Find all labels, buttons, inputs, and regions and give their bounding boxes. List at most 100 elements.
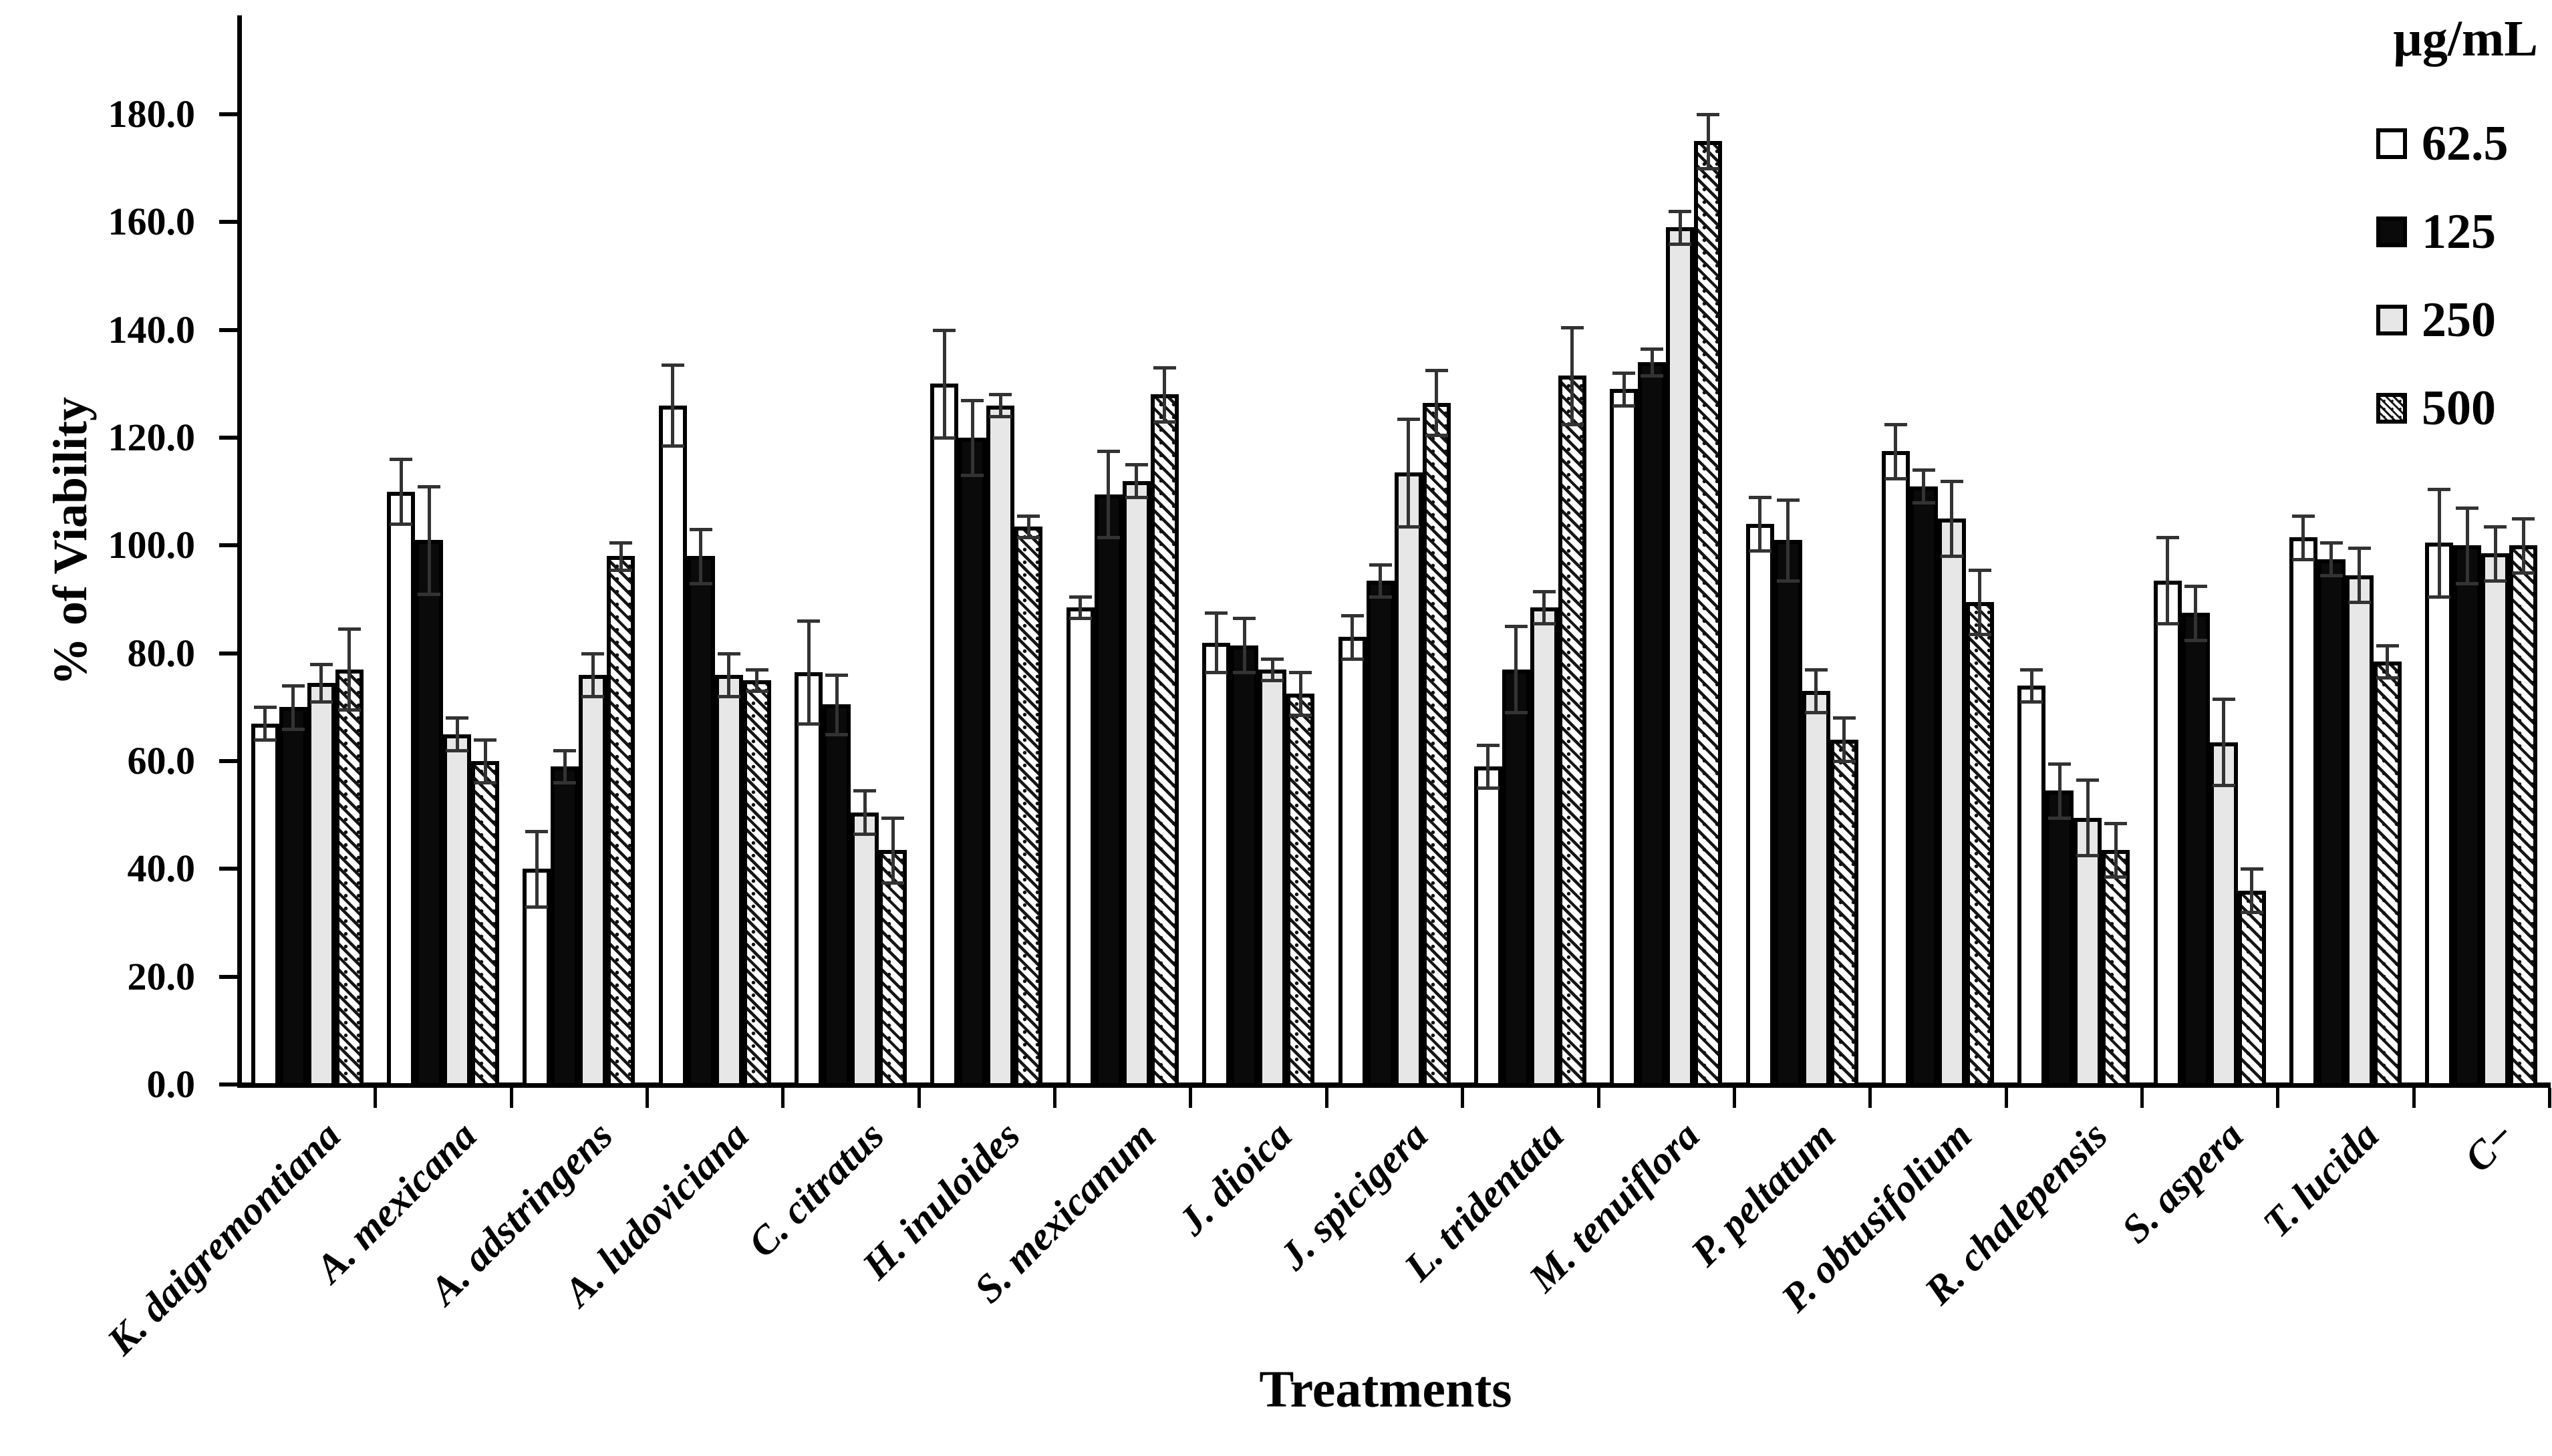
error-bar-line — [863, 790, 867, 834]
error-bar-line — [483, 739, 487, 783]
error-bar-line — [1379, 564, 1382, 597]
error-bar-cap-top — [881, 816, 905, 820]
legend-item-250: 250 — [2376, 295, 2496, 345]
y-axis-tick-label: 120.0 — [108, 416, 196, 459]
bar — [930, 384, 959, 1087]
error-bar-cap-bottom — [2212, 784, 2235, 788]
error-bar-cap-bottom — [745, 690, 768, 694]
bar — [1473, 766, 1502, 1087]
bar — [1422, 402, 1451, 1087]
legend-item-62-5: 62.5 — [2376, 119, 2509, 168]
x-axis-tick — [2140, 1088, 2144, 1108]
error-bar-line — [1214, 613, 1218, 672]
bar — [1937, 519, 1966, 1087]
error-bar-line — [1650, 348, 1654, 376]
x-category-label-text: C− — [2456, 1113, 2523, 1181]
bar — [879, 850, 907, 1087]
error-bar-cap-top — [337, 627, 361, 631]
bar — [823, 704, 851, 1087]
error-bar-cap-bottom — [2428, 595, 2451, 599]
error-bar-cap-top — [1641, 347, 1664, 351]
bar — [2425, 543, 2454, 1087]
error-bar-cap-bottom — [2456, 581, 2479, 585]
y-axis-tick — [219, 759, 239, 763]
bar — [471, 761, 500, 1087]
error-bar-cap-bottom — [1289, 714, 1312, 718]
error-bar-cap-top — [989, 393, 1012, 397]
bar — [251, 723, 279, 1087]
bar — [443, 734, 472, 1087]
error-bar-cap-bottom — [609, 568, 633, 572]
error-bar-cap-top — [1097, 450, 1120, 454]
bar — [307, 683, 335, 1087]
error-bar-cap-bottom — [1504, 711, 1528, 715]
x-category-label-text: K. daigremontiana — [98, 1113, 349, 1364]
error-bar-cap-top — [1669, 210, 1692, 214]
bar — [1638, 362, 1667, 1087]
y-axis-tick — [219, 543, 239, 548]
bar — [1014, 527, 1043, 1087]
error-bar-cap-top — [1612, 372, 1636, 376]
y-axis-tick — [219, 651, 239, 656]
error-bar-cap-bottom — [961, 474, 984, 478]
error-bar-cap-bottom — [1069, 617, 1092, 621]
error-bar-line — [942, 329, 946, 438]
error-bar-line — [891, 817, 895, 883]
error-bar-line — [1978, 569, 1982, 635]
error-bar-line — [998, 394, 1002, 416]
bar — [851, 812, 879, 1087]
error-bar-line — [2521, 519, 2525, 573]
x-category-label-text: J. dioica — [1169, 1113, 1300, 1244]
y-axis-tick — [219, 436, 239, 440]
error-bar-cap-bottom — [1804, 711, 1828, 715]
error-bar-line — [591, 653, 595, 697]
error-bar-cap-bottom — [689, 581, 712, 585]
x-axis-tick — [2276, 1088, 2280, 1108]
bar — [714, 674, 743, 1087]
error-bar-cap-top — [2428, 487, 2451, 491]
y-axis-tick — [219, 220, 239, 225]
error-bar-cap-top — [1017, 514, 1040, 518]
error-bar-cap-top — [1125, 463, 1148, 467]
error-bar-line — [535, 831, 539, 907]
y-axis-tick — [219, 327, 239, 332]
error-bar-cap-top — [1340, 614, 1364, 618]
error-bar-cap-bottom — [881, 881, 905, 885]
bar — [1122, 480, 1151, 1087]
error-bar-cap-top — [1697, 113, 1720, 116]
error-bar-line — [807, 621, 811, 724]
bar — [2481, 553, 2510, 1087]
x-axis-tick — [509, 1088, 513, 1108]
x-axis-tick — [781, 1088, 785, 1108]
error-bar-cap-bottom — [2319, 573, 2343, 577]
error-bar-cap-top — [2512, 517, 2535, 521]
error-bar-cap-top — [2184, 584, 2207, 588]
bar — [742, 680, 771, 1087]
error-bar-line — [1435, 370, 1438, 435]
error-bar-cap-bottom — [1261, 679, 1284, 682]
bar — [2181, 613, 2210, 1087]
error-bar-cap-bottom — [2291, 557, 2315, 561]
error-bar-line — [1622, 373, 1626, 406]
error-bar-line — [619, 543, 623, 570]
error-bar-cap-top — [2212, 698, 2235, 702]
error-bar-cap-bottom — [2484, 579, 2507, 583]
error-bar-cap-top — [717, 651, 740, 656]
bar — [1530, 607, 1558, 1087]
error-bar-cap-bottom — [1940, 555, 1963, 559]
bar — [1558, 376, 1586, 1087]
bar — [2045, 790, 2074, 1087]
error-bar-line — [2301, 515, 2305, 559]
error-bar-cap-bottom — [2104, 875, 2128, 879]
error-bar-cap-bottom — [1697, 166, 1720, 170]
error-bar-cap-top — [853, 789, 877, 793]
error-bar-line — [2194, 585, 2198, 640]
error-bar-line — [563, 750, 567, 783]
error-bar-cap-bottom — [2512, 571, 2535, 575]
error-bar-line — [1026, 515, 1030, 538]
error-bar-cap-bottom — [2184, 638, 2207, 642]
bar — [686, 556, 715, 1087]
y-axis-tick-label: 20.0 — [127, 954, 196, 998]
error-bar-line — [2029, 669, 2033, 702]
error-bar-cap-bottom — [1425, 433, 1448, 437]
